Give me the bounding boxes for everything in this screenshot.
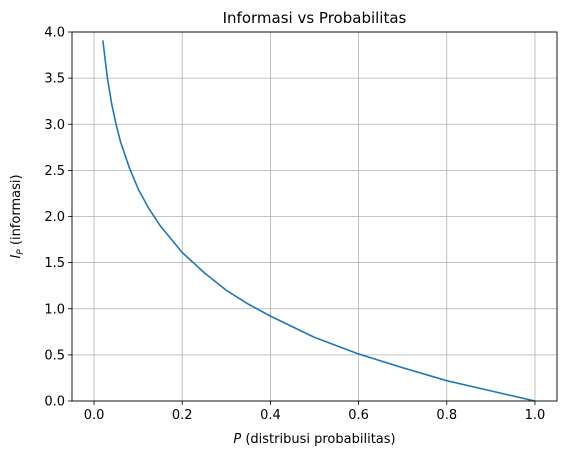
x-tick-label: 0.8 [436, 408, 457, 423]
ticks: 0.0 0.2 0.4 0.6 0.8 1.0 0.0 0.5 1.0 1.5 2.0 2.5 3.0 3… [44, 26, 545, 424]
y-tick-label: 4.0 [44, 26, 65, 41]
y-tick-label: 1.0 [44, 302, 65, 317]
series-line [102, 40, 536, 402]
y-axis-label-subscript: P [16, 249, 26, 255]
y-axis-label-var: I [9, 255, 24, 259]
y-tick-label: 3.5 [44, 72, 65, 87]
x-tick-label: 0.0 [84, 408, 105, 423]
y-tick-label: 1.5 [44, 256, 65, 271]
x-tick-label: 0.6 [348, 408, 369, 423]
y-tick-label: 2.0 [44, 210, 65, 225]
x-tick-label: 1.0 [525, 408, 546, 423]
y-tick-label: 3.0 [44, 118, 65, 133]
x-axis-label-var: P [233, 432, 241, 447]
x-axis-label-text: (distribusi probabilitas) [241, 432, 395, 447]
x-tick-label: 0.2 [172, 408, 193, 423]
y-tick-label: 0.0 [44, 395, 65, 410]
y-tick-label: 2.5 [44, 164, 65, 179]
chart-title: Informasi vs Probabilitas [223, 9, 407, 27]
y-axis-label: IP (informasi) [9, 174, 26, 258]
x-tick-label: 0.4 [260, 408, 281, 423]
x-axis-label: P (distribusi probabilitas) [233, 432, 395, 447]
y-tick-label: 0.5 [44, 348, 65, 363]
y-axis-label-text: (informasi) [9, 174, 24, 249]
plot-area [102, 40, 536, 402]
